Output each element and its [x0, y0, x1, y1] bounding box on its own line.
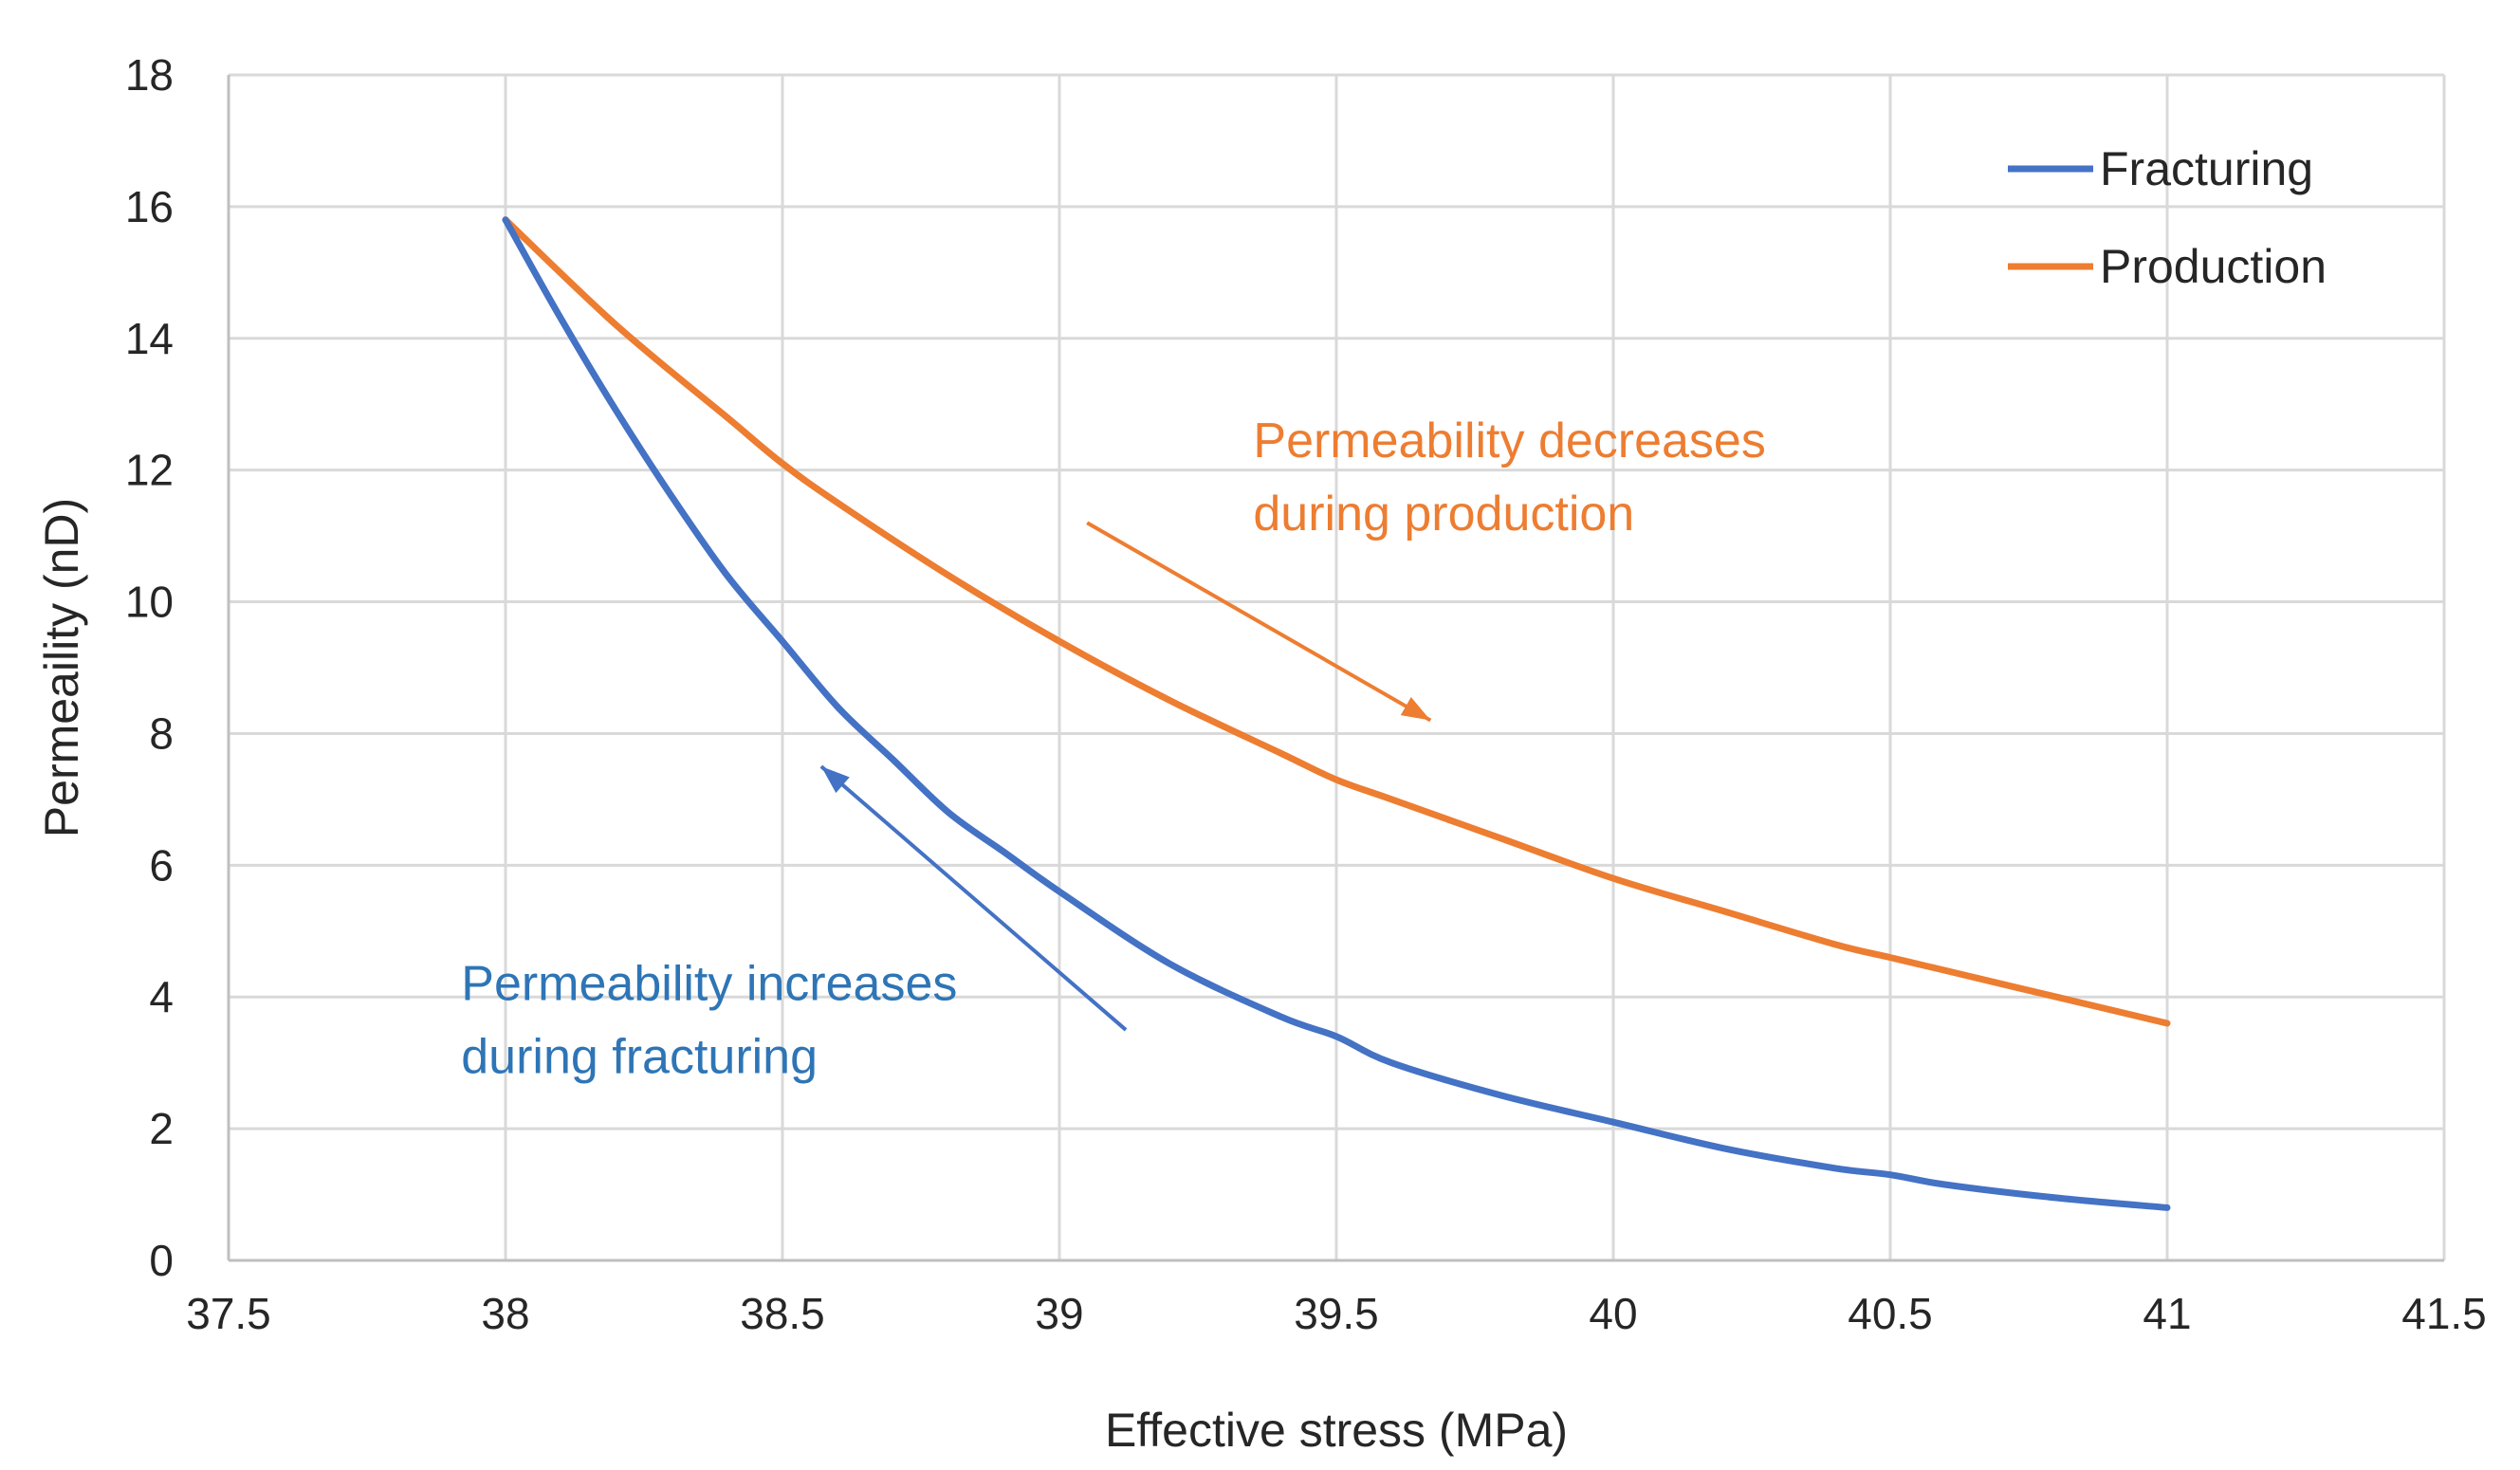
y-tick-label: 6	[149, 840, 174, 890]
annotation-production-line2: during production	[1253, 487, 1634, 542]
axes: 37.5 38 38.5 39 39.5 40 40.5 41 41.5 0 2 4 6 8 10 12 14 1…	[35, 50, 2487, 1457]
annotation-fracturing-line1: Permeability increases	[461, 957, 957, 1012]
annotation-fracturing-line2: during fracturing	[461, 1030, 818, 1085]
x-tick-label: 39	[1035, 1289, 1083, 1338]
x-tick-label: 41	[2143, 1289, 2191, 1338]
y-tick-label: 4	[149, 972, 174, 1021]
annotation-fracturing-arrowhead	[820, 766, 850, 794]
y-tick-label: 2	[149, 1104, 174, 1153]
x-tick-label: 37.5	[186, 1289, 271, 1338]
legend-label-fracturing: Fracturing	[2100, 142, 2313, 195]
annotation-production-arrowhead	[1400, 697, 1431, 721]
x-tick-label: 38	[481, 1289, 529, 1338]
y-axis-title: Permeaility (nD)	[35, 498, 88, 837]
annotation-fracturing-arrow	[819, 764, 1128, 1032]
legend: Fracturing Production	[2008, 142, 2327, 293]
y-tick-label: 18	[125, 50, 174, 100]
y-tick-label: 10	[125, 578, 174, 627]
x-tick-label: 40	[1589, 1289, 1637, 1338]
annotations: Permeability decreases during production P…	[461, 413, 1766, 1085]
annotation-production-line1: Permeability decreases	[1253, 413, 1765, 469]
annotation-production-arrow	[1086, 521, 1432, 723]
series	[502, 216, 2171, 1211]
grid	[227, 73, 2446, 1262]
y-tick-label: 12	[125, 446, 174, 495]
x-tick-label: 41.5	[2401, 1289, 2487, 1338]
x-tick-label: 40.5	[1848, 1289, 1933, 1338]
x-axis-title: Effective stress (MPa)	[1105, 1404, 1568, 1457]
y-tick-label: 0	[149, 1236, 174, 1285]
series-line-production	[502, 216, 2171, 1027]
x-tick-label: 38.5	[740, 1289, 825, 1338]
y-tick-label: 14	[125, 314, 174, 363]
x-tick-label: 39.5	[1294, 1289, 1379, 1338]
series-line-fracturing	[502, 216, 2171, 1211]
legend-label-production: Production	[2100, 240, 2327, 293]
y-tick-label: 16	[125, 182, 174, 231]
y-tick-label: 8	[149, 708, 174, 758]
